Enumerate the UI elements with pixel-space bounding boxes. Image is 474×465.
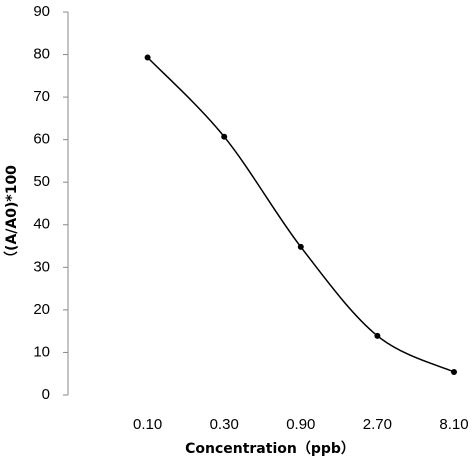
line [147, 57, 455, 373]
x-tick-label: 0.10 [133, 416, 162, 433]
y-tick-label: 30 [33, 258, 50, 275]
y-tick-label: 50 [33, 173, 50, 190]
x-tick-label: 2.70 [363, 416, 392, 433]
x-tick-label: 0.30 [210, 416, 239, 433]
y-tick-label: 90 [33, 3, 50, 20]
y-axis-title: （(A/A0)*100 [4, 165, 20, 265]
y-tick-label: 70 [33, 88, 50, 105]
y-tick-label: 80 [33, 46, 50, 63]
marker [374, 332, 381, 339]
x-tick-label: 8.10 [439, 416, 468, 433]
y-tick-label: 10 [33, 343, 50, 360]
marker [297, 243, 304, 250]
y-tick-label: 20 [33, 301, 50, 318]
x-axis-title: Concentration（ppb） [185, 441, 355, 457]
y-tick-label: 0 [42, 386, 50, 403]
marker [451, 369, 457, 376]
marker [144, 54, 151, 61]
marker [221, 133, 228, 140]
y-tick-label: 60 [33, 131, 50, 148]
x-tick-label: 0.90 [286, 416, 315, 433]
y-tick-label: 40 [33, 216, 50, 233]
